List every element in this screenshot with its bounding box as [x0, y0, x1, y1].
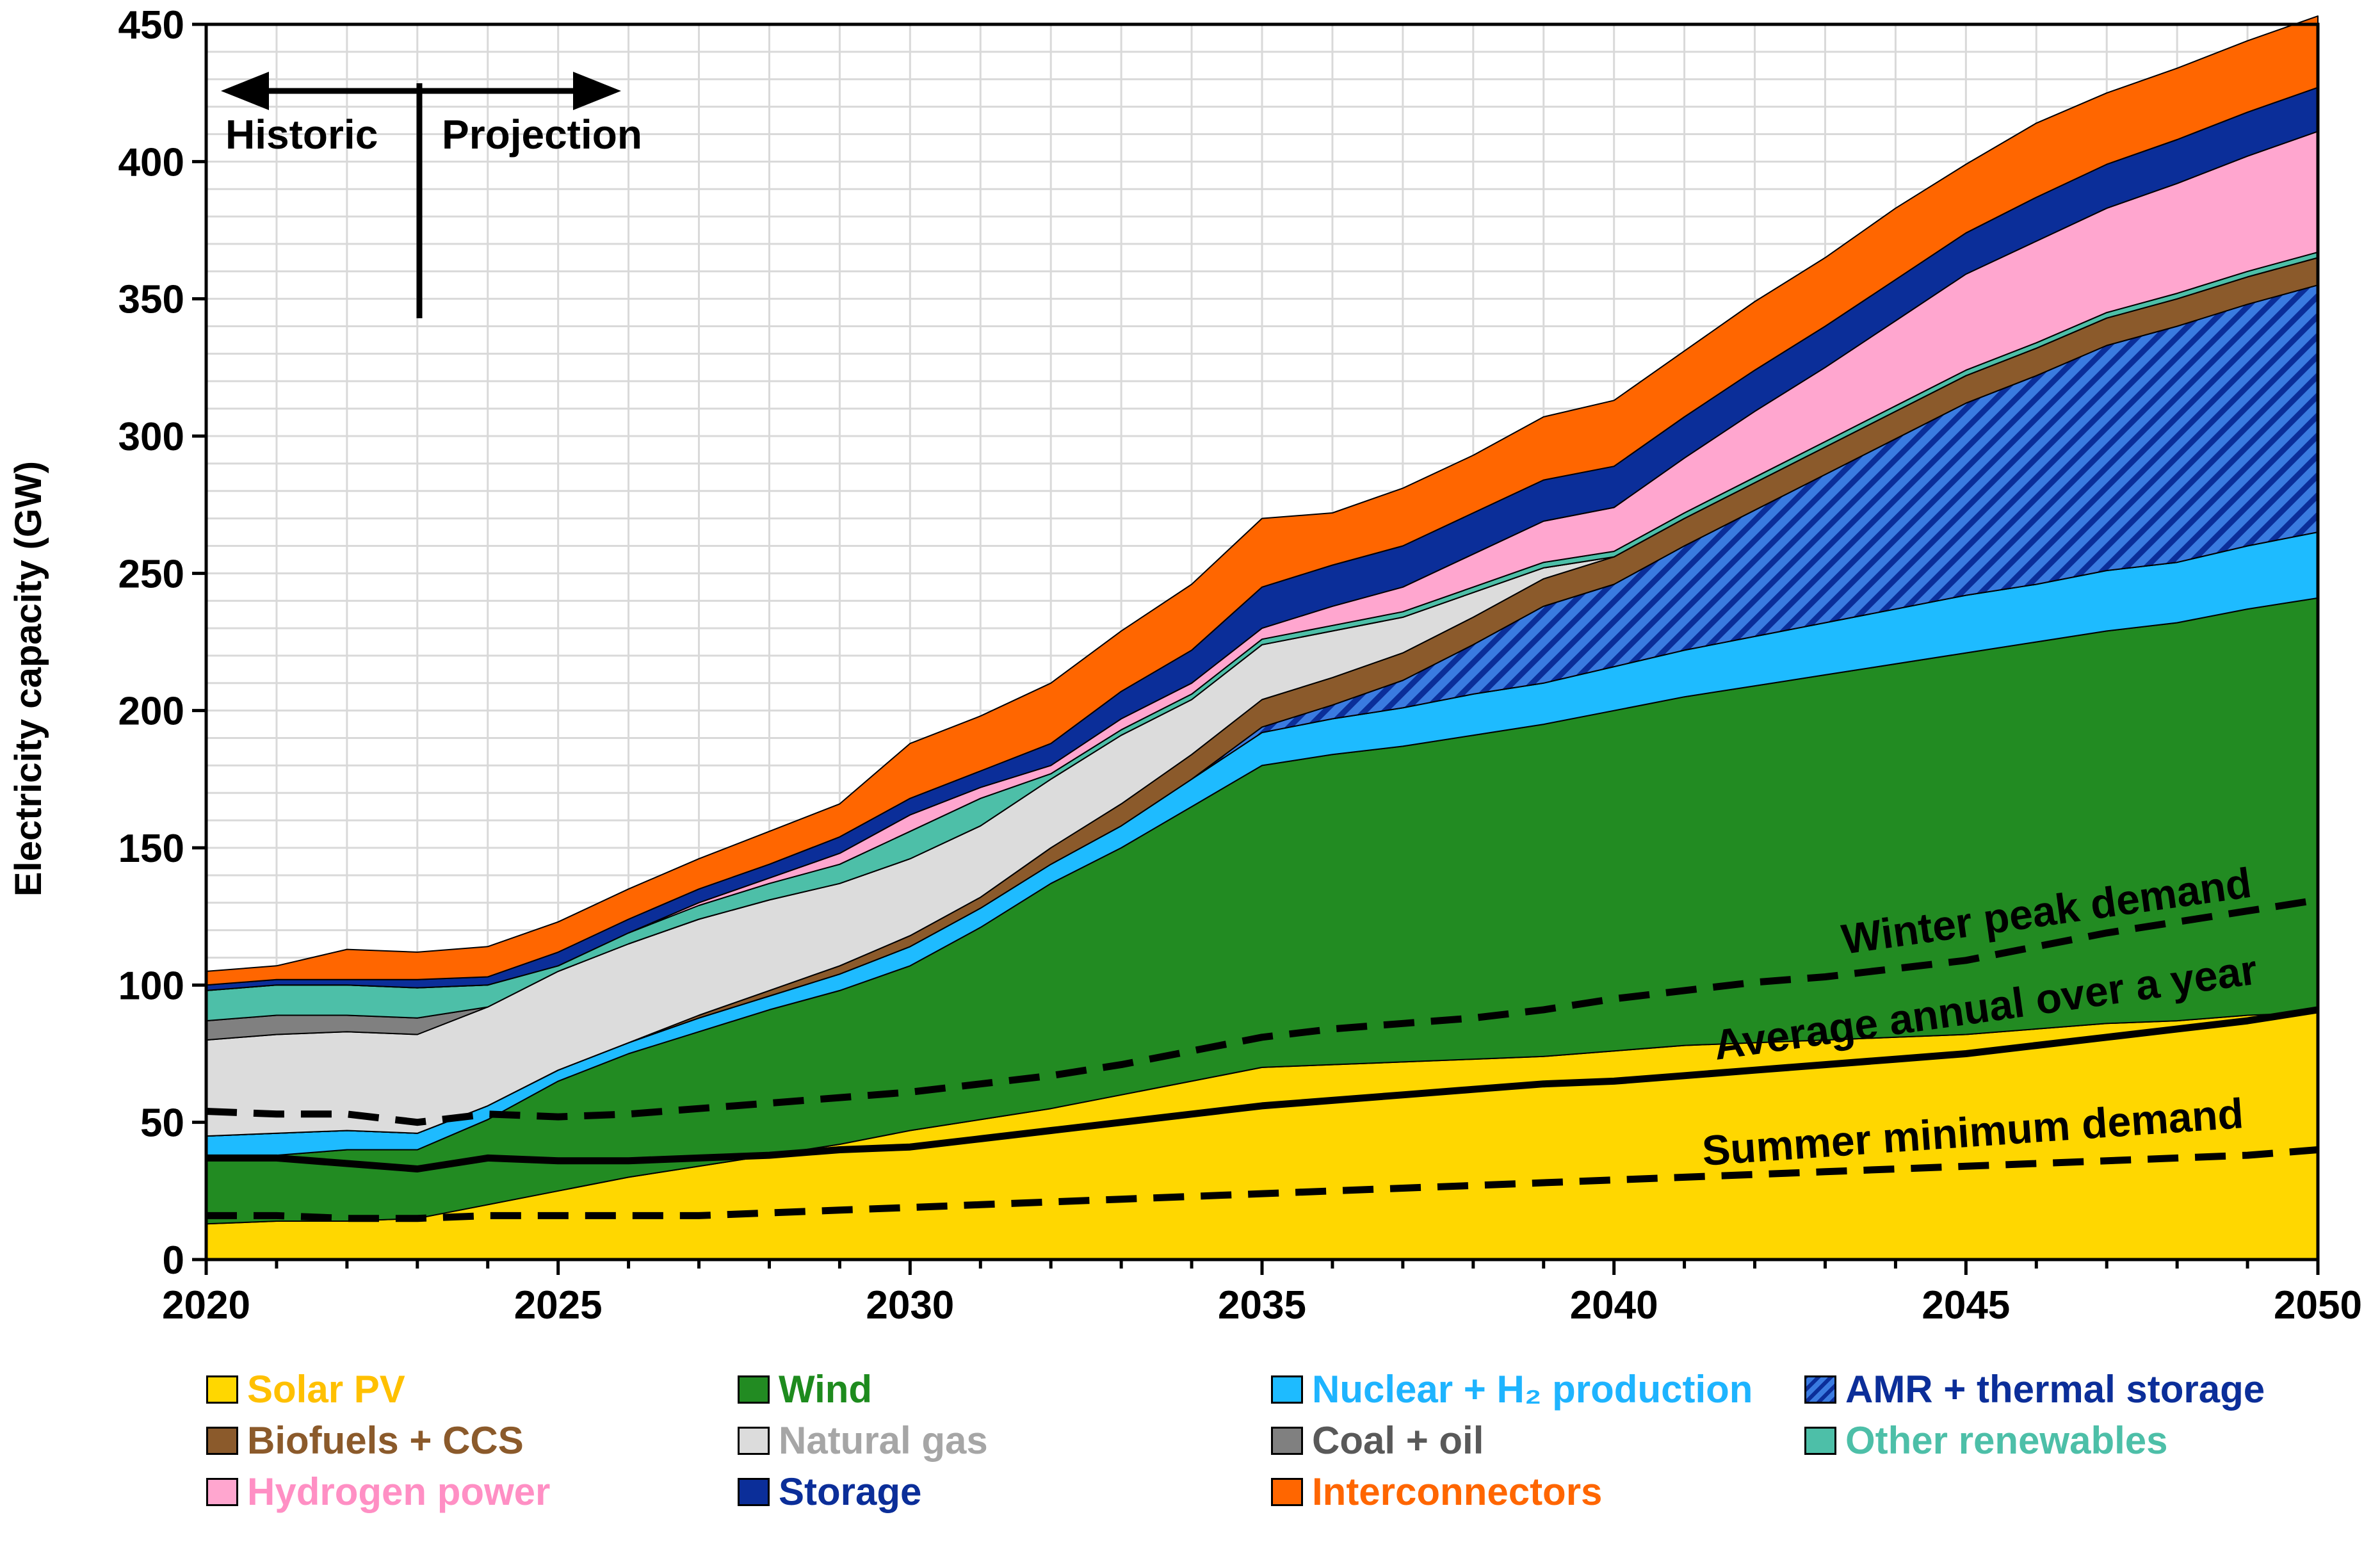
y-tick-label: 0: [163, 1238, 184, 1283]
y-tick-label: 350: [118, 278, 184, 322]
demand-line-1: [206, 1006, 2319, 1172]
x-tick-label: 2035: [1218, 1283, 1306, 1327]
x-tick-label: 2020: [162, 1283, 250, 1327]
historic-label: Historic: [225, 111, 378, 158]
x-tick-label: 2050: [2274, 1283, 2362, 1327]
x-tick-label: 2025: [514, 1283, 603, 1327]
y-tick-label: 50: [140, 1101, 184, 1146]
x-tick-label: 2045: [1922, 1283, 2010, 1327]
y-tick-label: 300: [118, 415, 184, 459]
demand-line-0: [206, 896, 2319, 1126]
y-axis-title: Electricity capacity (GW): [8, 461, 49, 896]
arrow-head-left-icon: [221, 72, 269, 110]
y-tick-label: 200: [118, 690, 184, 734]
axes: 0 50 100 150 200 250 300 350 400 450 2020 2025 2030 2…: [118, 3, 2362, 1327]
y-tick-label: 250: [118, 552, 184, 596]
arrow-head-right-icon: [573, 72, 621, 110]
y-tick-label: 150: [118, 827, 184, 871]
historic-projection-marker: Historic Projection: [221, 72, 642, 318]
y-tick-label: 400: [118, 140, 184, 184]
stacked-areas: [206, 15, 2319, 1260]
y-tick-label: 450: [118, 3, 184, 47]
demand-line-2: [206, 1146, 2319, 1222]
x-tick-label: 2040: [1570, 1283, 1658, 1327]
x-tick-label: 2030: [866, 1283, 954, 1327]
y-tick-label: 100: [118, 964, 184, 1008]
demand-lines: [206, 896, 2319, 1222]
projection-label: Projection: [442, 111, 642, 158]
